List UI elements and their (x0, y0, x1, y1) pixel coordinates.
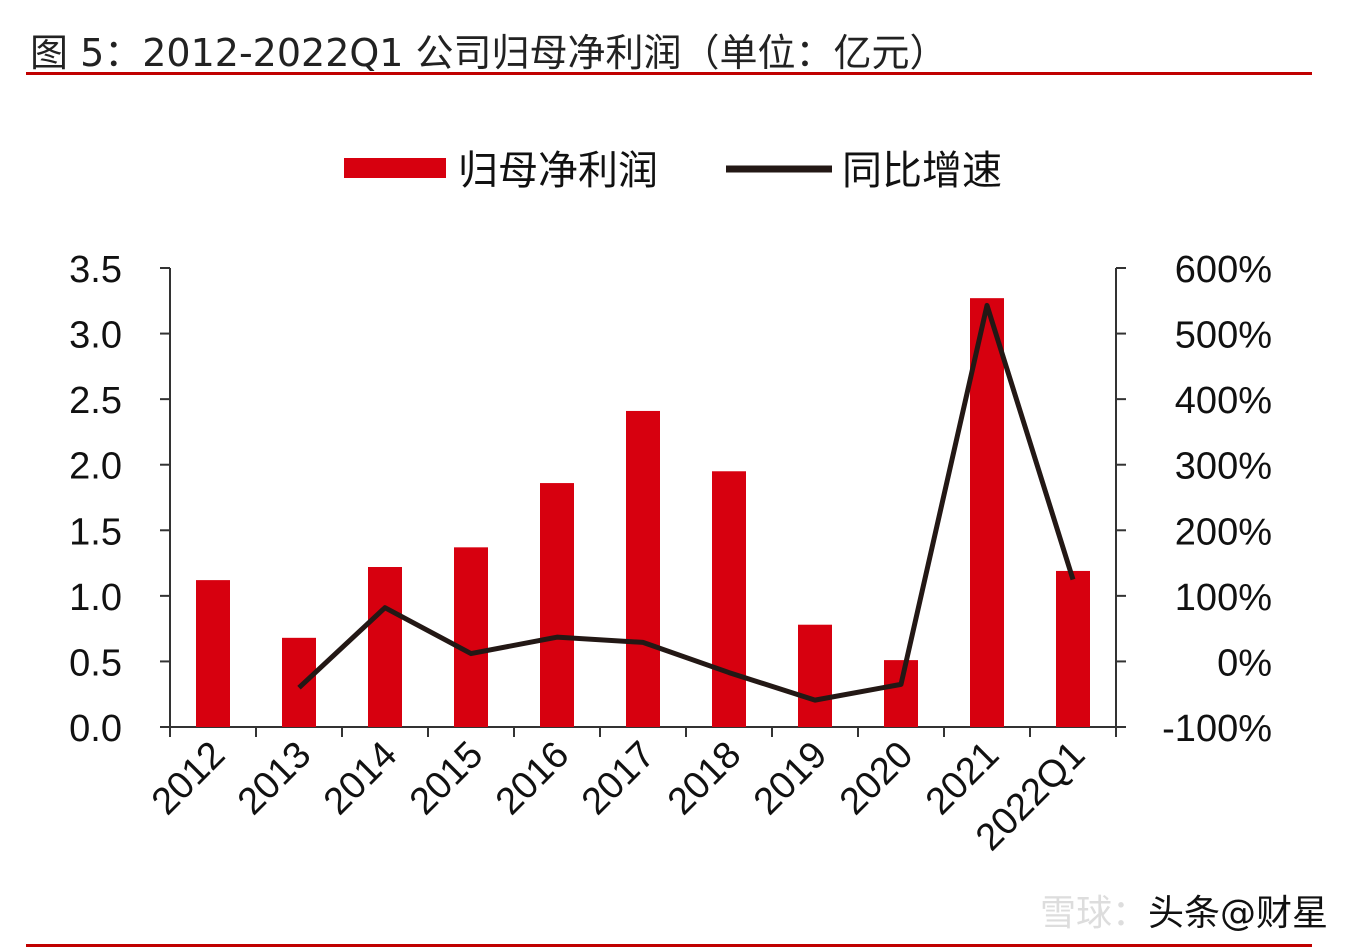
right-tick-label: -100% (1162, 708, 1272, 750)
left-tick-label: 0.5 (69, 642, 122, 684)
watermark-xueqiu: 雪球： (1040, 893, 1149, 934)
bar-2015 (454, 547, 488, 727)
x-tick-label: 2017 (574, 734, 663, 823)
growth-line (297, 302, 1076, 703)
x-tick-label: 2020 (832, 734, 921, 823)
bar-2019 (798, 624, 832, 727)
bar-2018 (712, 471, 746, 727)
right-tick-label: 300% (1175, 446, 1272, 488)
right-tick-label: 600% (1175, 249, 1272, 291)
left-tick-label: 1.5 (69, 511, 122, 553)
bar-2014 (368, 567, 402, 727)
right-tick-label: 0% (1217, 642, 1272, 684)
title-divider (26, 72, 1312, 75)
x-tick-label: 2015 (402, 734, 491, 823)
watermark-source: 头条@财星 (1148, 893, 1329, 934)
right-tick-label: 400% (1175, 380, 1272, 422)
x-tick-label: 2018 (660, 734, 749, 823)
bar-2022Q1 (1056, 570, 1090, 727)
left-tick-label: 2.0 (69, 446, 122, 488)
bar-2012 (196, 580, 230, 727)
left-tick-label: 1.0 (69, 577, 122, 619)
left-tick-label: 3.0 (69, 315, 122, 357)
bottom-divider (26, 944, 1312, 947)
bar-2013 (282, 637, 316, 727)
x-tick-label: 2016 (488, 734, 577, 823)
legend-bar-label: 归母净利润 (458, 148, 658, 194)
right-tick-label: 100% (1175, 577, 1272, 619)
legend-line-label: 同比增速 (842, 148, 1002, 194)
left-tick-label: 2.5 (69, 380, 122, 422)
x-tick-label: 2013 (230, 734, 319, 823)
left-tick-label: 3.5 (69, 249, 122, 291)
bar-2021 (970, 298, 1004, 727)
right-tick-label: 200% (1175, 511, 1272, 553)
bar-2017 (626, 410, 660, 727)
legend-bar-swatch (344, 158, 446, 178)
right-tick-label: 500% (1175, 315, 1272, 357)
x-tick-label: 2014 (316, 734, 405, 823)
x-tick-label: 2019 (746, 734, 835, 823)
bar-2016 (540, 483, 574, 727)
x-tick-label: 2012 (144, 734, 233, 823)
left-tick-label: 0.0 (69, 708, 122, 750)
bar-2020 (884, 660, 918, 727)
chart-title: 图 5：2012-2022Q1 公司归母净利润（单位：亿元） (30, 31, 948, 75)
